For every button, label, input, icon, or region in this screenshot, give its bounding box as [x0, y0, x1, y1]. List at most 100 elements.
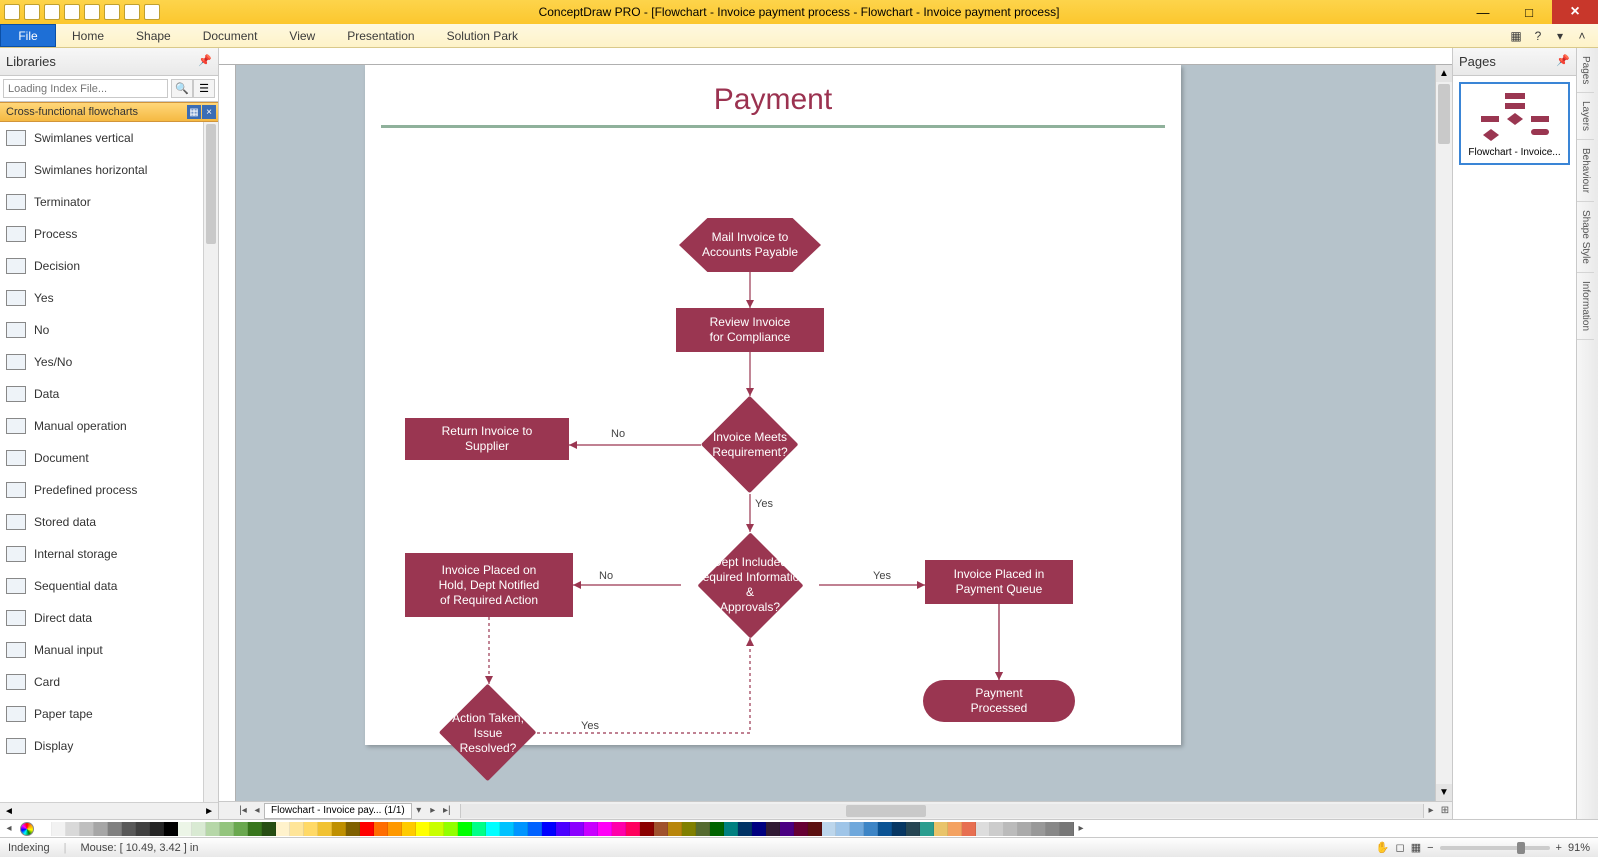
flowchart-node-n1[interactable]: Mail Invoice toAccounts Payable — [679, 218, 821, 272]
color-swatch[interactable] — [878, 822, 892, 836]
color-swatch[interactable] — [654, 822, 668, 836]
minimize-button[interactable]: — — [1460, 0, 1506, 24]
color-swatch[interactable] — [38, 822, 52, 836]
library-item[interactable]: Manual input — [0, 634, 218, 666]
library-item[interactable]: Yes/No — [0, 346, 218, 378]
sidetab-pages[interactable]: Pages — [1577, 48, 1594, 93]
library-item[interactable]: Swimlanes vertical — [0, 122, 218, 154]
hscroll-right-icon[interactable]: ▸ — [1424, 805, 1438, 816]
color-swatch[interactable] — [304, 822, 318, 836]
qat-icon[interactable] — [64, 4, 80, 20]
color-swatch[interactable] — [332, 822, 346, 836]
tab-last-icon[interactable]: ▸| — [440, 805, 454, 816]
color-swatch[interactable] — [780, 822, 794, 836]
color-swatch[interactable] — [402, 822, 416, 836]
ribbon-tab-home[interactable]: Home — [56, 24, 120, 47]
library-search-input[interactable] — [3, 79, 168, 98]
zoom-out-icon[interactable]: − — [1427, 842, 1433, 854]
color-swatch[interactable] — [752, 822, 766, 836]
sidetab-shapestyle[interactable]: Shape Style — [1577, 202, 1594, 273]
color-swatch[interactable] — [696, 822, 710, 836]
sidetab-layers[interactable]: Layers — [1577, 93, 1594, 140]
flowchart-node-n6[interactable]: Invoice Placed onHold, Dept Notifiedof R… — [405, 553, 573, 617]
color-swatch[interactable] — [360, 822, 374, 836]
color-wheel-icon[interactable] — [20, 822, 34, 836]
qat-icon[interactable] — [24, 4, 40, 20]
color-swatch[interactable] — [850, 822, 864, 836]
color-swatch[interactable] — [766, 822, 780, 836]
library-item[interactable]: Data — [0, 378, 218, 410]
color-swatch[interactable] — [150, 822, 164, 836]
color-swatch[interactable] — [710, 822, 724, 836]
split-icon[interactable]: ⊞ — [1438, 805, 1452, 816]
color-swatch[interactable] — [1032, 822, 1046, 836]
color-swatch[interactable] — [976, 822, 990, 836]
color-swatch[interactable] — [122, 822, 136, 836]
help-icon[interactable]: ? — [1530, 29, 1546, 43]
page-tab[interactable]: Flowchart - Invoice pay... (1/1) — [264, 803, 412, 819]
color-swatch[interactable] — [108, 822, 122, 836]
ribbon-tab-shape[interactable]: Shape — [120, 24, 187, 47]
status-icon[interactable]: ◻ — [1396, 841, 1405, 854]
color-swatch[interactable] — [290, 822, 304, 836]
flowchart-node-n4[interactable]: Return Invoice toSupplier — [405, 418, 569, 460]
sidetab-behaviour[interactable]: Behaviour — [1577, 140, 1594, 202]
canvas-body[interactable]: Payment Mail Invoice toAccounts PayableR… — [219, 65, 1452, 801]
library-item[interactable]: Sequential data — [0, 570, 218, 602]
color-swatch[interactable] — [794, 822, 808, 836]
library-item[interactable]: Direct data — [0, 602, 218, 634]
library-item[interactable]: Paper tape — [0, 698, 218, 730]
color-swatch[interactable] — [52, 822, 66, 836]
zoom-slider[interactable] — [1440, 846, 1550, 850]
color-swatch[interactable] — [416, 822, 430, 836]
ribbon-tab-document[interactable]: Document — [187, 24, 274, 47]
library-item[interactable]: Process — [0, 218, 218, 250]
flowchart-node-n7[interactable]: Invoice Placed inPayment Queue — [925, 560, 1073, 604]
color-swatch[interactable] — [724, 822, 738, 836]
library-item[interactable]: Display — [0, 730, 218, 762]
color-swatch[interactable] — [486, 822, 500, 836]
color-swatch[interactable] — [430, 822, 444, 836]
ribbon-tab-view[interactable]: View — [273, 24, 331, 47]
color-swatch[interactable] — [542, 822, 556, 836]
color-swatch[interactable] — [598, 822, 612, 836]
color-swatch[interactable] — [500, 822, 514, 836]
status-icon[interactable]: ✋ — [1376, 841, 1390, 854]
color-swatch[interactable] — [1046, 822, 1060, 836]
canvas-hscrollbar[interactable] — [460, 804, 1424, 818]
color-swatch[interactable] — [738, 822, 752, 836]
library-item[interactable]: Document — [0, 442, 218, 474]
library-scrollbar[interactable] — [203, 122, 218, 802]
flowchart-node-n9[interactable]: Action Taken,Issue Resolved? — [439, 684, 537, 782]
color-swatch[interactable] — [374, 822, 388, 836]
library-category[interactable]: Cross-functional flowcharts ▦ × — [0, 102, 218, 122]
ribbon-tab-presentation[interactable]: Presentation — [331, 24, 430, 47]
color-swatch[interactable] — [808, 822, 822, 836]
color-swatch[interactable] — [66, 822, 80, 836]
library-item[interactable]: Stored data — [0, 506, 218, 538]
document-page[interactable]: Payment Mail Invoice toAccounts PayableR… — [365, 65, 1181, 745]
color-swatch[interactable] — [836, 822, 850, 836]
color-swatch[interactable] — [668, 822, 682, 836]
color-swatch[interactable] — [864, 822, 878, 836]
color-swatch[interactable] — [192, 822, 206, 836]
flowchart-node-n5[interactable]: Dept IncludedRequired Information &Appro… — [681, 532, 819, 638]
color-swatch[interactable] — [584, 822, 598, 836]
tab-prev-icon[interactable]: ◂ — [250, 805, 264, 816]
color-swatch[interactable] — [206, 822, 220, 836]
color-swatch[interactable] — [262, 822, 276, 836]
color-swatch[interactable] — [906, 822, 920, 836]
color-swatch[interactable] — [80, 822, 94, 836]
dropdown-icon[interactable]: ▾ — [1552, 29, 1568, 43]
qat-icon[interactable] — [44, 4, 60, 20]
color-swatch[interactable] — [626, 822, 640, 836]
color-swatch[interactable] — [962, 822, 976, 836]
library-hscroll[interactable]: ◄► — [0, 802, 218, 819]
swatch-left-icon[interactable]: ◂ — [2, 823, 16, 834]
color-swatch[interactable] — [934, 822, 948, 836]
color-swatch[interactable] — [248, 822, 262, 836]
color-swatch[interactable] — [892, 822, 906, 836]
window-icon[interactable]: ▦ — [1508, 29, 1524, 43]
library-item[interactable]: Internal storage — [0, 538, 218, 570]
color-swatch[interactable] — [472, 822, 486, 836]
